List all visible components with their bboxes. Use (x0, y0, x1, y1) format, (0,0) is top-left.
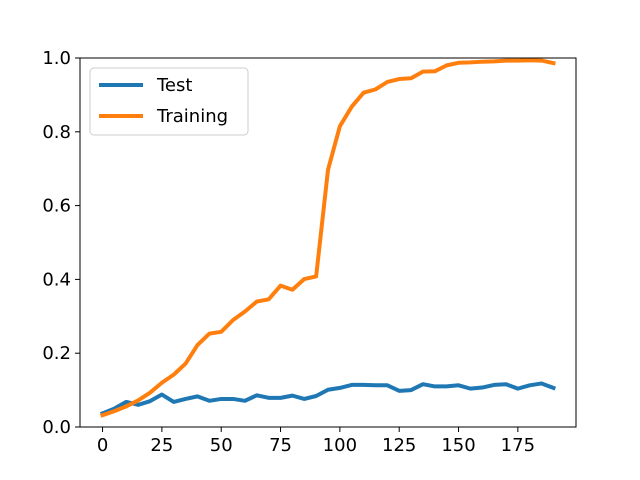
y-tick-label: 0.0 (42, 417, 71, 438)
x-axis: 0 25 50 75 100 125 150 175 (97, 427, 535, 456)
x-tick-label: 75 (269, 435, 292, 456)
y-tick-label: 0.4 (42, 269, 71, 290)
legend: Test Training (89, 67, 249, 136)
y-axis: 0.0 0.2 0.4 0.6 0.8 1.0 (42, 48, 80, 438)
x-tick-label: 0 (97, 435, 108, 456)
x-tick-label: 100 (323, 435, 357, 456)
x-tick-label: 175 (501, 435, 535, 456)
y-tick-label: 1.0 (42, 48, 71, 69)
x-tick-label: 25 (150, 435, 173, 456)
legend-label-test: Test (156, 75, 192, 96)
y-tick-label: 0.2 (42, 343, 71, 364)
series-layer (99, 58, 557, 418)
plot-frame (79, 57, 577, 428)
legend-label-training: Training (156, 106, 228, 127)
series-line-training (100, 58, 556, 418)
y-tick-label: 0.6 (42, 196, 71, 217)
y-tick-label: 0.8 (42, 122, 71, 143)
x-tick-label: 50 (210, 435, 233, 456)
x-tick-label: 125 (382, 435, 416, 456)
x-tick-label: 150 (441, 435, 475, 456)
series-line-test (99, 381, 557, 416)
